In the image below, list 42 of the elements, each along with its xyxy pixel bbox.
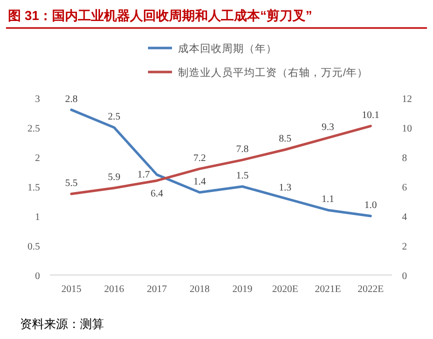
x-tick-label: 2015 [61,284,82,295]
x-tick-label: 2022E [358,284,384,295]
text: 资料来源：测算 [20,317,104,331]
y-tick-label: 1.5 [28,182,40,194]
x-tick-label: 2016 [104,284,124,295]
x-tick-label: 2019 [232,284,252,295]
data-label: 5.9 [108,172,120,183]
y-tick-label: 0 [35,271,40,282]
data-label: 1.3 [278,182,292,194]
y2-tick-label: 8 [402,153,407,164]
data-label: 1.4 [193,176,206,188]
x-tick-label: 2018 [190,284,210,295]
data-label: 2.5 [108,112,120,122]
y-tick-label: 2 [35,153,40,164]
y2-tick-label: 4 [402,212,407,223]
title: 图 31：国内工业机器人回收周期和人工成本“剪刀叉” [8,8,312,23]
data-label: 9.3 [322,122,334,133]
x-tick-label: 2020E [272,284,298,295]
y2-tick-label: 0 [402,271,407,282]
data-label: 2.8 [65,94,78,105]
y2-tick-label: 2 [402,242,407,252]
y-tick-label: 2.5 [28,124,40,134]
legend-label: 成本回收周期（年） [178,42,277,55]
data-label: 8.5 [278,134,292,145]
data-label: 1.5 [236,170,249,182]
data-label: 5.5 [65,178,78,189]
data-label: 1.7 [137,170,150,181]
y2-tick-label: 6 [402,182,407,194]
x-tick-label: 2017 [146,284,167,295]
x-tick-label: 2021E [314,284,341,295]
data-label: 7.8 [236,144,249,155]
y-tick-label: 3 [35,94,40,105]
y-tick-label: 1 [35,212,40,223]
y-tick-label: 0.5 [28,242,40,252]
y2-tick-label: 12 [402,94,412,105]
data-label: 1.1 [322,194,334,206]
data-label: 1.0 [364,200,377,211]
data-label: 10.1 [362,110,380,122]
data-label: 6.4 [150,188,164,200]
legend-label: 制造业人员平均工资（右轴，万元/年） [178,66,368,79]
y2-tick-label: 10 [402,124,412,134]
data-label: 7.2 [193,152,206,164]
